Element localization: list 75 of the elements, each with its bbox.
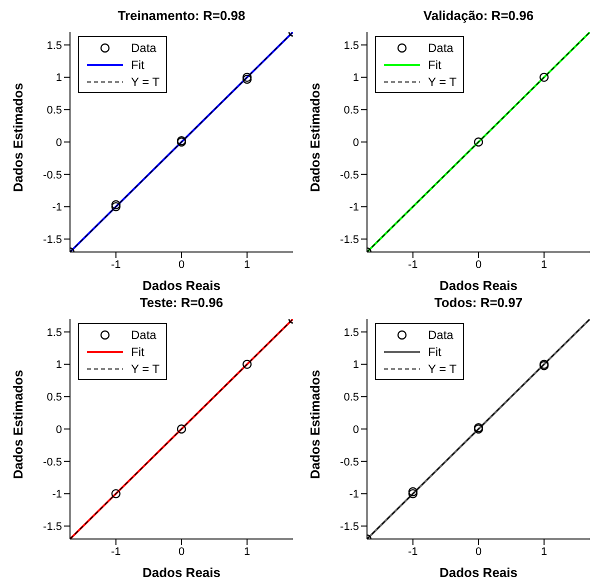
- y-axis-title: Dados Estimados: [10, 82, 26, 192]
- x-tick-label: 1: [541, 546, 548, 558]
- x-tick-label: -1: [111, 258, 121, 271]
- chart-title: Todos: R=0.97: [433, 295, 524, 312]
- x-tick-label: 1: [244, 546, 250, 558]
- y-tick-label: 0.5: [46, 392, 62, 404]
- legend-label: Data: [428, 40, 454, 54]
- x-axis-title: Dados Reais: [142, 565, 221, 580]
- y-tick-label: -0.5: [340, 169, 359, 182]
- legend-label: Data: [428, 328, 454, 342]
- point: [242, 360, 252, 369]
- y-tick-label: 1.5: [46, 326, 62, 339]
- legend-label: Y = T: [428, 74, 457, 88]
- y-tick-label: -1: [52, 488, 62, 501]
- legend-label: Y = T: [428, 362, 457, 376]
- x-tick-label: 1: [244, 258, 250, 271]
- y-axis-title: Dados Estimados: [10, 370, 26, 479]
- y-tick-label: 0: [56, 424, 62, 436]
- y-tick-label: -1: [349, 202, 359, 214]
- y-tick-label: 0: [352, 424, 359, 436]
- point: [242, 74, 252, 84]
- legend-label: Fit: [428, 58, 442, 72]
- chart-title: Treinamento: R=0.98: [116, 8, 246, 25]
- point: [474, 137, 484, 147]
- point: [111, 489, 121, 498]
- y-tick-label: 1: [352, 72, 359, 84]
- legend-label: Fit: [131, 344, 144, 358]
- point: [111, 200, 121, 210]
- y-tick-label: -1.5: [340, 234, 359, 246]
- y-tick-label: -1: [349, 488, 359, 501]
- x-axis-title: Dados Reais: [439, 565, 518, 580]
- legend-label: Y = T: [131, 74, 160, 88]
- y-tick-label: -1.5: [43, 234, 62, 246]
- point: [408, 489, 418, 498]
- x-axis-title: Dados Reais: [142, 278, 221, 293]
- y-tick-label: -0.5: [43, 456, 62, 468]
- y-tick-label: 0.5: [344, 104, 359, 117]
- y-tick-label: 0.5: [344, 392, 359, 404]
- x-tick-label: 0: [475, 258, 482, 271]
- y-tick-label: -0.5: [340, 456, 359, 468]
- x-tick-label: 0: [178, 258, 185, 271]
- legend-label: Data: [131, 328, 156, 342]
- y-tick-label: 0: [352, 136, 359, 149]
- point: [176, 424, 186, 434]
- y-tick-label: 1: [56, 359, 62, 372]
- y-tick-label: -1: [52, 202, 62, 214]
- legend-label: Fit: [131, 58, 144, 72]
- y-tick-label: 1.5: [344, 40, 359, 52]
- legend-label: Fit: [428, 344, 442, 358]
- y-axis-title: Dados Estimados: [308, 82, 323, 192]
- y-tick-label: 1: [56, 72, 62, 84]
- point: [408, 487, 418, 496]
- y-tick-label: 0.5: [46, 104, 62, 117]
- y-tick-label: -1.5: [43, 520, 62, 533]
- y-tick-label: -1.5: [340, 520, 359, 533]
- chart-title: Validação: R=0.96: [422, 8, 535, 25]
- x-tick-label: 0: [178, 546, 185, 558]
- y-tick-label: 1.5: [46, 40, 62, 52]
- point: [539, 72, 549, 82]
- chart-title: Teste: R=0.96: [138, 295, 224, 312]
- y-tick-label: 1: [352, 359, 359, 372]
- legend-label: Y = T: [131, 362, 160, 376]
- x-tick-label: -1: [111, 546, 121, 558]
- point: [242, 72, 252, 82]
- y-tick-label: 0: [56, 136, 62, 149]
- x-tick-label: -1: [408, 258, 418, 271]
- y-tick-label: -0.5: [43, 169, 62, 182]
- x-tick-label: -1: [408, 546, 418, 558]
- y-axis-title: Dados Estimados: [308, 370, 323, 479]
- x-tick-label: 1: [541, 258, 548, 271]
- point: [111, 202, 121, 212]
- x-tick-label: 0: [475, 546, 482, 558]
- y-tick-label: 1.5: [344, 326, 359, 339]
- x-axis-title: Dados Reais: [439, 278, 518, 293]
- legend-label: Data: [131, 40, 156, 54]
